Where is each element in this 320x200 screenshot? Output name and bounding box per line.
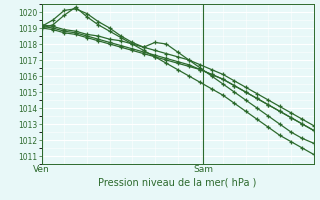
X-axis label: Pression niveau de la mer( hPa ): Pression niveau de la mer( hPa ) (99, 177, 257, 187)
